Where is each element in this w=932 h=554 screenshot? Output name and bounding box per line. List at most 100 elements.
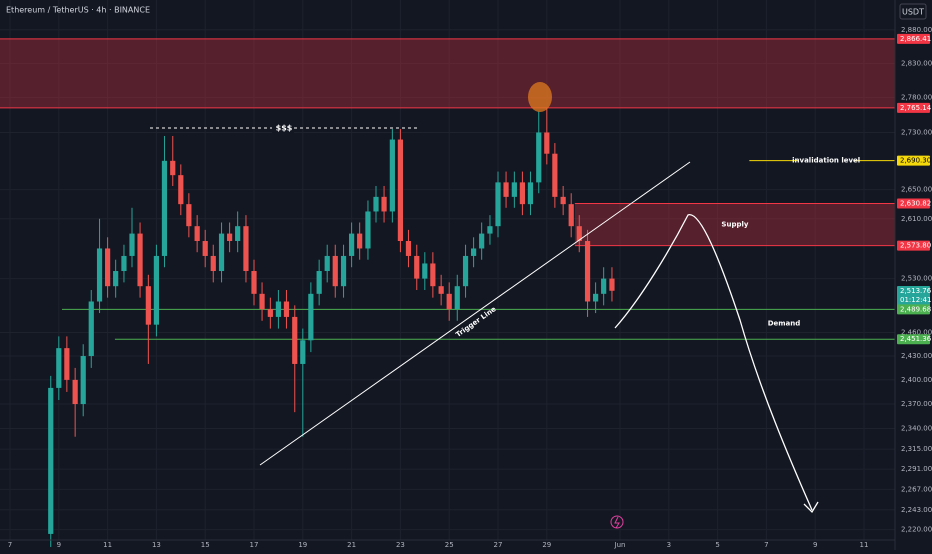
currency-box[interactable] — [899, 3, 927, 20]
x-tick-label: 15 — [201, 541, 210, 549]
price-label-bg — [897, 334, 930, 345]
candle-body — [576, 226, 582, 242]
liquidity-label: $$$ — [276, 124, 293, 133]
y-tick-label: 2,430.00 — [901, 352, 932, 360]
candle-body — [405, 241, 412, 256]
liquidity-label-bg — [272, 122, 294, 134]
candle-body — [503, 182, 509, 197]
candle-body — [88, 301, 94, 357]
candle-body — [243, 226, 249, 272]
y-tick-label: 2,650.00 — [901, 186, 932, 194]
x-tick-label: 5 — [715, 541, 719, 549]
y-tick-label: 2,780.00 — [901, 94, 932, 102]
x-tick-label: 19 — [298, 541, 307, 549]
candle-body — [121, 255, 127, 272]
price-label-bg — [897, 198, 930, 209]
price-countdown: 01:12:41 — [900, 296, 931, 304]
candle-body — [308, 293, 314, 341]
candle-body — [601, 278, 607, 294]
candle-body — [145, 286, 151, 325]
candle-body — [113, 271, 119, 287]
x-tick-label: 13 — [152, 541, 161, 549]
candle-body — [210, 255, 216, 272]
candle-body — [340, 255, 347, 287]
price-label: 2,630.82 — [900, 200, 931, 208]
event-bolt — [614, 516, 620, 529]
candle-body — [487, 226, 493, 234]
y-tick-label: 2,315.00 — [901, 445, 932, 453]
price-label-bg — [897, 33, 930, 44]
candle-body — [194, 226, 200, 242]
candle-body — [300, 340, 306, 364]
candle-body — [438, 286, 444, 294]
candle-body — [170, 160, 176, 176]
y-tick-label: 2,220.00 — [901, 526, 932, 534]
price-label: 2,765.14 — [900, 104, 932, 112]
candle-body — [137, 233, 143, 287]
candle-body — [105, 248, 111, 287]
x-tick-label: 29 — [542, 541, 551, 549]
candle-body — [430, 263, 436, 287]
x-tick-label: 7 — [8, 541, 12, 549]
price-label: 2,573.80 — [900, 242, 931, 250]
candle-body — [519, 182, 526, 205]
candle-body — [292, 316, 298, 364]
price-label: 2,513.76 — [900, 287, 932, 295]
candle-body — [153, 255, 160, 325]
candle-body — [324, 255, 330, 272]
x-tick-label: 23 — [396, 541, 405, 549]
candle-body — [479, 233, 485, 249]
candle-body — [536, 132, 542, 183]
candle-body — [259, 293, 265, 310]
candle-body — [96, 248, 103, 302]
x-tick-label: 3 — [667, 541, 671, 549]
candle-body — [462, 255, 469, 287]
x-tick-label: Jun — [614, 541, 626, 549]
x-tick-label: 11 — [860, 541, 869, 549]
candle-body — [381, 196, 387, 212]
y-tick-label: 2,460.00 — [901, 328, 932, 336]
candle-body — [275, 301, 282, 317]
candle-body — [332, 255, 338, 287]
price-label-bg — [897, 304, 930, 315]
price-label: 2,451.36 — [900, 335, 932, 343]
candle-body — [446, 293, 452, 310]
currency[interactable]: USDT — [902, 8, 924, 17]
y-tick-label: 2,830.00 — [901, 59, 932, 67]
zone-label: Supply — [721, 221, 748, 229]
x-tick-label: 27 — [494, 541, 503, 549]
candle-body — [373, 196, 379, 212]
candle-body — [495, 182, 501, 227]
candle-body — [316, 271, 322, 294]
x-tick-label: 9 — [813, 541, 817, 549]
price-label-bg — [897, 240, 930, 251]
level-label-bg — [798, 155, 855, 166]
projection-arrow — [803, 501, 819, 514]
x-tick-label: 21 — [347, 541, 356, 549]
candle-body — [80, 356, 86, 405]
candle-body — [283, 301, 290, 317]
zone — [574, 203, 895, 246]
price-label: 2,690.30 — [900, 157, 931, 165]
candle-body — [218, 233, 225, 272]
x-tick-label: 11 — [103, 541, 112, 549]
candle-body — [397, 139, 404, 242]
candle-body — [186, 204, 192, 227]
candle-body — [365, 211, 371, 249]
candle-body — [609, 278, 615, 291]
candle-body — [511, 182, 517, 197]
price-label: 2,489.68 — [900, 305, 931, 313]
price-label-bg — [897, 285, 930, 306]
candle-body — [544, 132, 550, 154]
highlight-circle — [528, 82, 552, 112]
candle-body — [560, 196, 566, 205]
x-tick-label: 7 — [764, 541, 768, 549]
candle-body — [202, 241, 208, 256]
y-tick-label: 2,243.00 — [901, 506, 932, 514]
candle-body — [527, 182, 534, 205]
event-icon — [610, 515, 624, 529]
y-tick-label: 2,530.00 — [901, 275, 932, 283]
candle-body — [129, 233, 135, 256]
candle-body — [414, 255, 420, 279]
